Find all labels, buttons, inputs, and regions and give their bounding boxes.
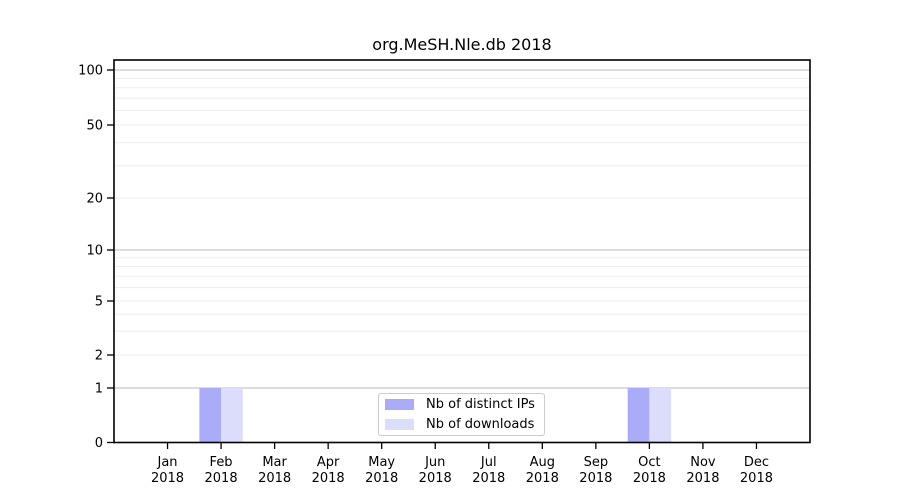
x-tick-label-month: Aug bbox=[530, 455, 555, 470]
y-tick-label: 10 bbox=[86, 244, 103, 259]
y-tick-label: 2 bbox=[95, 349, 103, 364]
x-tick-label-month: Feb bbox=[210, 455, 233, 470]
x-tick-label-year: 2018 bbox=[419, 471, 452, 486]
x-tick-label-month: Apr bbox=[317, 455, 340, 470]
y-tick-label: 0 bbox=[95, 436, 103, 451]
y-tick-label: 5 bbox=[95, 295, 103, 310]
legend-item-downloads: Nb of downloads bbox=[379, 415, 544, 435]
x-tick-label-month: Jul bbox=[480, 455, 497, 470]
chart-title: org.MeSH.Nle.db 2018 bbox=[372, 35, 552, 54]
x-tick-label-year: 2018 bbox=[633, 471, 666, 486]
y-tick-label: 20 bbox=[86, 192, 103, 207]
legend-label-downloads: Nb of downloads bbox=[426, 417, 535, 432]
x-tick-label-month: Mar bbox=[262, 455, 287, 470]
bar-downloads bbox=[649, 388, 672, 443]
y-tick-label: 1 bbox=[95, 382, 103, 397]
x-tick-label-month: May bbox=[368, 455, 395, 470]
x-tick-label-year: 2018 bbox=[686, 471, 719, 486]
x-tick-label-month: Sep bbox=[584, 455, 609, 470]
bar-downloads bbox=[221, 388, 243, 443]
legend: Nb of distinct IPs Nb of downloads bbox=[378, 393, 545, 436]
x-tick-label-year: 2018 bbox=[312, 471, 345, 486]
legend-swatch-downloads bbox=[385, 419, 414, 430]
x-tick-label-year: 2018 bbox=[365, 471, 398, 486]
bar-distinct-ips bbox=[199, 388, 222, 443]
x-tick-label-month: Nov bbox=[690, 455, 716, 470]
plot-border bbox=[113, 59, 811, 444]
x-tick-label-month: Jun bbox=[424, 455, 445, 470]
x-tick-label-year: 2018 bbox=[579, 471, 612, 486]
legend-swatch-distinct-ips bbox=[385, 399, 414, 410]
x-tick-label-year: 2018 bbox=[526, 471, 559, 486]
x-tick-label-month: Oct bbox=[638, 455, 660, 470]
x-tick-label-year: 2018 bbox=[258, 471, 291, 486]
legend-label-distinct-ips: Nb of distinct IPs bbox=[426, 397, 535, 412]
x-tick-label-year: 2018 bbox=[472, 471, 505, 486]
x-tick-label-year: 2018 bbox=[151, 471, 184, 486]
y-tick-label: 50 bbox=[86, 119, 103, 134]
x-tick-label-month: Jan bbox=[157, 455, 178, 470]
x-tick-label-year: 2018 bbox=[205, 471, 238, 486]
legend-item-distinct-ips: Nb of distinct IPs bbox=[379, 395, 544, 415]
y-tick-label: 100 bbox=[78, 64, 103, 79]
x-tick-label-year: 2018 bbox=[740, 471, 773, 486]
bar-distinct-ips bbox=[627, 388, 650, 443]
x-tick-label-month: Dec bbox=[744, 455, 769, 470]
